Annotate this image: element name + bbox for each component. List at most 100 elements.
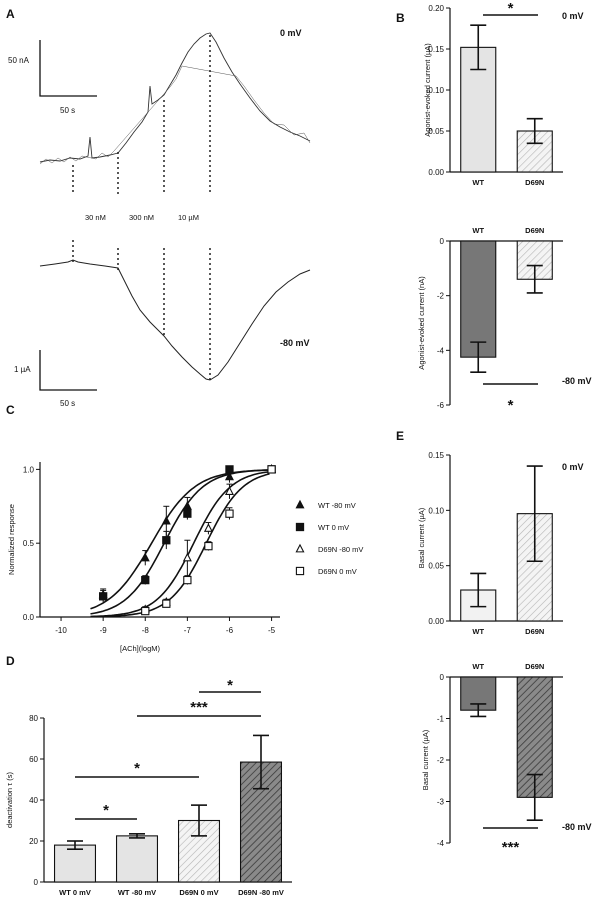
conc-300nm: 300 nM xyxy=(129,213,154,222)
y-tick-label: -3 xyxy=(437,798,445,807)
chart-e-bottom: 0 -1 -2 -3 -4 Basal current (µA) WT D69N -80 mV *… xyxy=(421,662,592,856)
y-tick-label: -2 xyxy=(437,292,445,301)
legend-label: D69N 0 mV xyxy=(318,567,357,576)
legend-label: D69N -80 mV xyxy=(318,545,363,554)
x-category-label: D69N 0 mV xyxy=(179,888,218,897)
data-point xyxy=(182,552,192,562)
x-category-label: WT xyxy=(472,662,484,671)
y-axis-label: Agonist-evoked current (µA) xyxy=(423,43,432,137)
fit-curve-2 xyxy=(90,470,270,618)
series-wt--80-mv: WT -80 mV xyxy=(98,464,356,601)
legend-marker xyxy=(295,499,305,509)
chart-b-bottom: 0 -2 -4 -6 Agonist-evoked current (nA) WT D69N… xyxy=(417,226,592,414)
scale-bar-top xyxy=(39,40,97,97)
legend-marker xyxy=(295,522,305,532)
data-point xyxy=(225,509,234,518)
legend-marker xyxy=(295,543,305,553)
y-axis-label: Basal current (µA) xyxy=(417,507,426,568)
panel-a-label: A xyxy=(6,7,15,21)
data-point xyxy=(140,552,150,562)
x-category-label: WT xyxy=(472,226,484,235)
voltage-label: -80 mV xyxy=(562,376,592,386)
scale-bar-bottom xyxy=(39,350,97,391)
y-tick-label: -4 xyxy=(437,346,445,355)
voltage-label: 0 mV xyxy=(562,462,584,472)
x-tick-label: -8 xyxy=(142,626,150,635)
x-tick-label: -10 xyxy=(55,626,67,635)
chart-c: 0.0 0.5 1.0 -10 -9 -8 -7 -6 -5 [ACh](logM) Normali… xyxy=(7,462,363,653)
markers-bottom xyxy=(72,240,211,380)
data-point xyxy=(203,523,213,532)
bar-wt xyxy=(460,240,497,358)
bottom-voltage-label: -80 mV xyxy=(280,338,310,348)
series-d69n--80-mv: D69N -80 mV xyxy=(140,464,363,614)
data-point xyxy=(224,486,234,495)
x-tick-label: -6 xyxy=(226,626,234,635)
x-category-label: D69N xyxy=(525,178,544,187)
x-category-label: WT xyxy=(472,627,484,636)
legend-marker xyxy=(295,566,305,576)
x-category-label: WT 0 mV xyxy=(59,888,91,897)
y-tick-label: 0.15 xyxy=(428,45,444,54)
y-tick-label: 0.15 xyxy=(428,451,444,460)
significance-stars: * xyxy=(508,0,514,17)
top-voltage-label: 0 mV xyxy=(280,28,302,38)
fit-curve-1 xyxy=(90,469,270,615)
data-point xyxy=(162,536,171,545)
significance-stars: * xyxy=(103,802,109,819)
x-category-label: D69N xyxy=(525,226,544,235)
significance-stars: * xyxy=(508,397,514,414)
scale-bottom-y-label: 1 µA xyxy=(14,365,31,374)
panel-c-label: C xyxy=(6,403,15,417)
bar-wt--80-mv xyxy=(115,835,159,883)
chart-e-top: 0.00 0.05 0.10 0.15 Basal current (µA) WT D69N… xyxy=(417,451,584,636)
y-tick-label: 0.00 xyxy=(428,168,444,177)
y-tick-label: 20 xyxy=(29,837,38,846)
data-point xyxy=(204,541,213,551)
fit-curve-3 xyxy=(90,473,270,618)
scale-top-y-label: 50 nA xyxy=(8,56,30,65)
panel-d-label: D xyxy=(6,654,15,668)
bar-wt xyxy=(460,46,497,173)
series-wt-0-mv: WT 0 mV xyxy=(99,465,349,603)
markers-top xyxy=(72,35,211,194)
x-axis-label: [ACh](logM) xyxy=(120,644,161,653)
conc-30nm: 30 nM xyxy=(85,213,106,222)
panel-e-label: E xyxy=(396,429,404,443)
x-category-label: WT xyxy=(472,178,484,187)
y-tick-label: 0.10 xyxy=(428,506,444,515)
panel-b-label: B xyxy=(396,11,405,25)
y-tick-label: 0 xyxy=(440,673,445,682)
data-point xyxy=(224,471,234,481)
y-axis-label: deactivation τ (s) xyxy=(5,772,14,828)
x-tick-label: -5 xyxy=(268,626,276,635)
y-axis-label: Agonist-evoked current (nA) xyxy=(417,276,426,370)
x-category-label: WT -80 mV xyxy=(118,888,156,897)
conc-10um: 10 µM xyxy=(178,213,199,222)
y-tick-label: 0 xyxy=(440,237,445,246)
y-tick-label: 0.05 xyxy=(428,127,444,136)
y-tick-label: 80 xyxy=(29,714,38,723)
y-tick-label: 0.10 xyxy=(428,86,444,95)
y-tick-label: -6 xyxy=(437,401,445,410)
voltage-label: 0 mV xyxy=(562,11,584,21)
y-tick-label: 0 xyxy=(34,878,39,887)
x-category-label: D69N -80 mV xyxy=(238,888,284,897)
legend-label: WT -80 mV xyxy=(318,501,356,510)
data-point xyxy=(141,606,150,616)
bar-wt-0-mv xyxy=(53,844,97,883)
y-axis-label: Basal current (µA) xyxy=(421,729,430,790)
y-tick-label: 40 xyxy=(29,796,38,805)
x-category-label: D69N xyxy=(525,662,544,671)
voltage-label: -80 mV xyxy=(562,822,592,832)
significance-stars: *** xyxy=(190,699,208,716)
trace-minus80mv xyxy=(39,259,311,381)
significance-stars: *** xyxy=(502,839,520,856)
series-d69n-0-mv: D69N 0 mV xyxy=(141,465,357,616)
y-tick-label: -2 xyxy=(437,756,445,765)
panel-a: A 50 nA 50 s 0 mV 30 nM 300 nM 10 µM -80… xyxy=(6,7,311,408)
significance-stars: * xyxy=(134,760,140,777)
data-point xyxy=(99,592,108,601)
